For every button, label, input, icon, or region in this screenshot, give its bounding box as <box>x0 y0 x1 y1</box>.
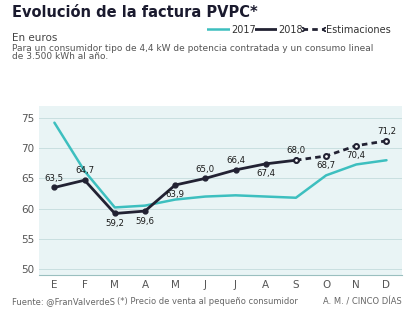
Text: Para un consumidor tipo de 4,4 kW de potencia contratada y un consumo lineal: Para un consumidor tipo de 4,4 kW de pot… <box>12 44 373 53</box>
Text: 68,7: 68,7 <box>316 161 335 170</box>
Text: A. M. / CINCO DÍAS: A. M. / CINCO DÍAS <box>322 297 401 306</box>
Text: 63,9: 63,9 <box>165 191 184 199</box>
Text: Evolución de la factura PVPC*: Evolución de la factura PVPC* <box>39 95 60 97</box>
Text: 2018: 2018 <box>278 25 302 35</box>
Text: 65,0: 65,0 <box>195 165 214 174</box>
Text: Evolución de la factura PVPC*: Evolución de la factura PVPC* <box>12 5 258 20</box>
Text: 71,2: 71,2 <box>376 127 395 136</box>
Text: 59,2: 59,2 <box>105 219 124 228</box>
Text: 67,4: 67,4 <box>256 169 275 178</box>
Text: En euros: En euros <box>12 33 58 43</box>
Text: 68,0: 68,0 <box>286 146 305 156</box>
Text: 64,7: 64,7 <box>75 166 94 175</box>
Text: Fuente: @FranValverdeS: Fuente: @FranValverdeS <box>12 297 115 306</box>
Text: 59,6: 59,6 <box>135 216 154 225</box>
Text: 66,4: 66,4 <box>225 156 244 165</box>
Text: (*) Precio de venta al pequeño consumidor: (*) Precio de venta al pequeño consumido… <box>116 297 297 306</box>
Text: 2017: 2017 <box>230 25 255 35</box>
Text: 70,4: 70,4 <box>346 151 365 160</box>
Text: 63,5: 63,5 <box>45 174 64 183</box>
Text: de 3.500 kWh al año.: de 3.500 kWh al año. <box>12 52 108 61</box>
Text: Estimaciones: Estimaciones <box>325 25 390 35</box>
